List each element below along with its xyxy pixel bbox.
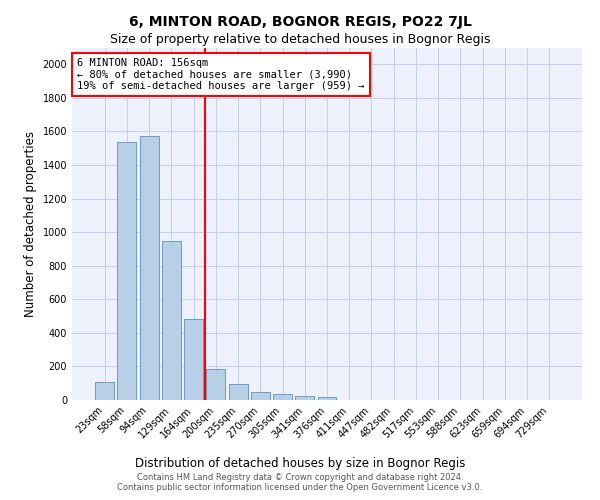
Bar	[184, 320, 203, 400]
Bar	[140, 136, 158, 400]
Text: Distribution of detached houses by size in Bognor Regis: Distribution of detached houses by size …	[135, 458, 465, 470]
Text: 6, MINTON ROAD, BOGNOR REGIS, PO22 7JL: 6, MINTON ROAD, BOGNOR REGIS, PO22 7JL	[128, 15, 472, 29]
Bar	[95, 382, 114, 400]
Bar	[118, 142, 136, 400]
Text: Contains HM Land Registry data © Crown copyright and database right 2024.
Contai: Contains HM Land Registry data © Crown c…	[118, 473, 482, 492]
Text: Size of property relative to detached houses in Bognor Regis: Size of property relative to detached ho…	[110, 32, 490, 46]
Bar	[251, 392, 270, 400]
Bar	[206, 370, 225, 400]
Bar	[295, 396, 314, 400]
Text: 6 MINTON ROAD: 156sqm
← 80% of detached houses are smaller (3,990)
19% of semi-d: 6 MINTON ROAD: 156sqm ← 80% of detached …	[77, 58, 365, 92]
Bar	[317, 398, 337, 400]
Bar	[162, 240, 181, 400]
Bar	[229, 384, 248, 400]
Bar	[273, 394, 292, 400]
Y-axis label: Number of detached properties: Number of detached properties	[24, 130, 37, 317]
